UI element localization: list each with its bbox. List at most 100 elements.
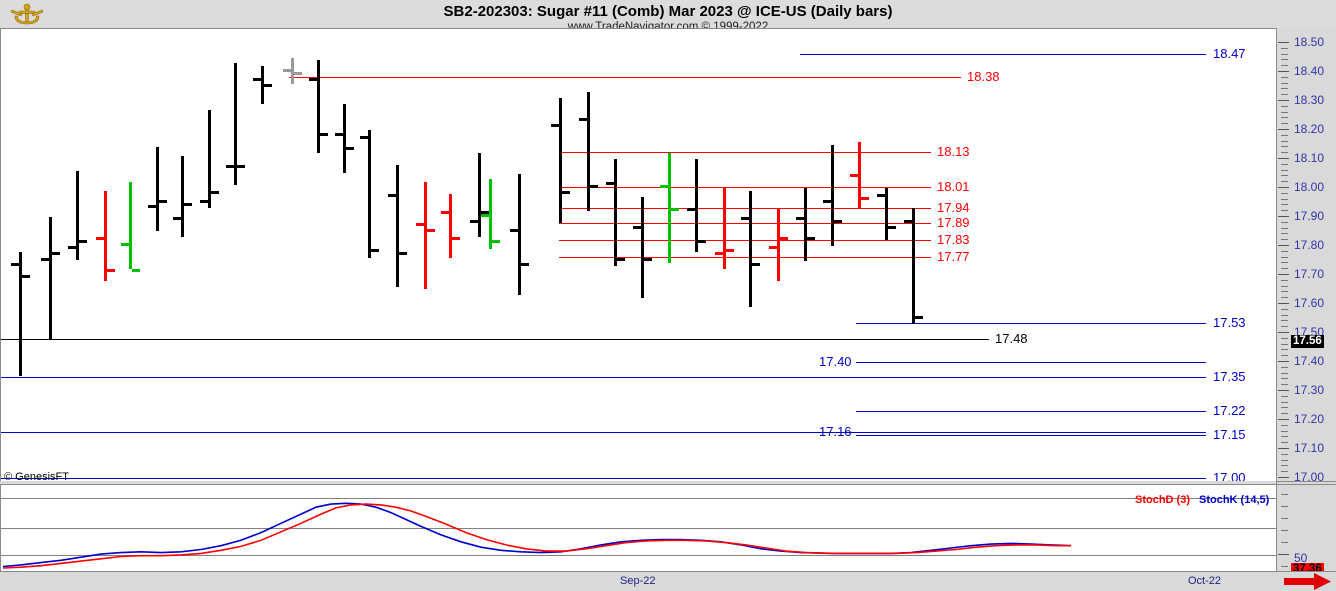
ohlc-bar [668,153,671,264]
axis-label-18-00: 18.00 [1294,180,1325,194]
ohlc-bar [912,208,915,325]
price-line-17-94[interactable] [559,208,931,209]
axis-tick-minor [1281,314,1288,316]
price-line-17-22[interactable] [856,411,1206,412]
price-line-17-16[interactable] [1,432,1206,433]
stoch-level-50 [1,528,1276,529]
ohlc-open-tick [335,132,343,136]
ohlc-open-tick [510,228,518,232]
ohlc-bar [489,179,492,249]
price-line-label-17-89: 17.89 [937,215,970,230]
axis-tick-minor [1281,291,1288,293]
price-line-17-89[interactable] [559,223,931,224]
axis-tick-minor [1281,88,1288,90]
ohlc-close-tick [159,199,167,203]
price-line-17-77[interactable] [559,257,931,258]
ohlc-close-tick [264,83,272,87]
price-line-18-01[interactable] [559,187,931,188]
axis-tick-minor [1281,210,1288,212]
price-line-label-17-53: 17.53 [1213,315,1246,330]
price-line-18-47[interactable] [800,54,1206,55]
axis-tick-minor [1281,395,1288,397]
axis-tick-minor [1281,297,1288,299]
axis-tick-minor [1281,59,1288,61]
axis-label-17-10: 17.10 [1294,441,1325,455]
stoch-level-label: 50 [1294,551,1308,565]
axis-tick-minor [1281,140,1288,142]
ohlc-close-tick [399,251,407,255]
ohlc-close-tick [52,251,60,255]
ohlc-open-tick [309,77,317,81]
price-line-17-35[interactable] [1,377,1206,378]
axis-tick-minor [1281,221,1288,223]
price-line-label-18-38: 18.38 [967,69,1000,84]
price-line-label-17-35: 17.35 [1213,369,1246,384]
ohlc-bar [208,109,211,209]
ohlc-close-tick [752,263,760,267]
price-line-17-40[interactable] [856,362,1206,363]
axis-tick-minor [1281,326,1288,328]
axis-tick-major [1278,129,1289,130]
price-chart-pane[interactable]: 18.47 18.38 18.13 18.01 17.94 17.89 17.83 17.77… [0,28,1276,484]
price-line-label-17-94: 17.94 [937,200,970,215]
ohlc-close-tick [834,219,842,223]
ohlc-close-tick [371,248,379,252]
price-axis[interactable]: 18.50 18.40 18.30 18.20 18.10 18.00 17.90 17.80… [1276,28,1336,579]
axis-tick-major [1278,390,1289,391]
axis-label-17-00: 17.00 [1294,470,1325,484]
stoch-level-80 [1,498,1276,499]
price-line-label-18-01: 18.01 [937,179,970,194]
ohlc-open-tick [715,251,723,255]
ohlc-bar [234,63,237,186]
axis-tick-minor [1281,262,1288,264]
axis-tick-major [1278,477,1289,478]
ohlc-open-tick [148,205,156,209]
price-line-label-17-22: 17.22 [1213,403,1246,418]
price-line-18-13[interactable] [559,152,931,153]
ohlc-close-tick [861,196,869,200]
axis-tick-minor [1281,134,1288,136]
ohlc-open-tick [96,237,104,241]
price-line-17-00[interactable] [1,478,1206,479]
axis-tick-minor [1281,163,1288,165]
ohlc-open-tick [606,182,614,186]
ohlc-close-tick [481,211,489,215]
axis-tick-major [1278,42,1289,43]
axis-tick-minor [1281,372,1288,374]
watermark: © GenesisFT [4,471,69,483]
ohlc-open-tick [200,199,208,203]
ohlc-close-tick [915,315,923,319]
axis-label-18-40: 18.40 [1294,64,1325,78]
axis-tick-minor-indicator [1281,506,1288,507]
axis-tick-minor [1281,268,1288,270]
price-line-18-38[interactable] [289,77,961,78]
scroll-forward-arrow[interactable] [1284,573,1332,590]
axis-tick-minor [1281,82,1288,84]
price-line-17-53[interactable] [856,323,1206,324]
ohlc-open-tick [388,193,396,197]
price-line-label-18-47: 18.47 [1213,46,1246,61]
stochastic-pane[interactable]: StochD (3) StochK (14,5) [0,484,1276,571]
price-line-17-48[interactable] [1,339,989,340]
ohlc-open-tick [121,243,129,247]
ohlc-bar [261,66,264,104]
axis-tick-minor-indicator [1281,518,1288,519]
price-line-17-83[interactable] [559,240,931,241]
ohlc-close-tick [211,190,219,194]
axis-label-18-50: 18.50 [1294,35,1325,49]
ohlc-bar [804,188,807,261]
axis-tick-minor [1281,430,1288,432]
date-axis[interactable]: Sep-22 Oct-22 [0,571,1336,591]
axis-tick-minor [1281,123,1288,125]
ohlc-bar [104,190,107,281]
axis-label-18-20: 18.20 [1294,122,1325,136]
ohlc-open-tick [283,69,291,73]
ohlc-bar [641,196,644,299]
ohlc-bar [396,164,399,287]
ohlc-open-tick [11,263,19,267]
ohlc-close-tick [320,132,328,136]
price-line-17-15[interactable] [856,435,1206,436]
axis-label-17-30: 17.30 [1294,383,1325,397]
ohlc-bar [559,98,562,223]
ohlc-bar [291,57,294,84]
